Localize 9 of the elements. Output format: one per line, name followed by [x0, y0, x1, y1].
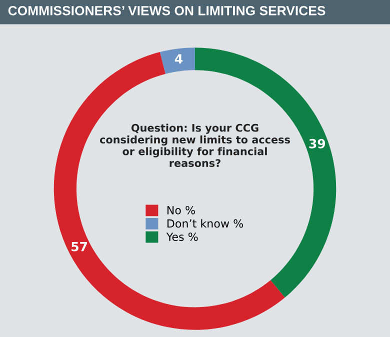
- legend-label: Yes %: [166, 232, 198, 241]
- legend-label: No %: [167, 206, 195, 214]
- text: Question: Is your CCG considering new limits to access or eligibility for financial reasons?: [100, 124, 290, 168]
- donut-slice: [160, 48, 195, 74]
- legend-label: Don’t know %: [167, 219, 244, 228]
- chart-title: COMMISSIONERS’ VIEWS ON LIMITING SERVICES: [8, 6, 326, 16]
- data-label: 4: [174, 54, 182, 64]
- data-label: 39: [309, 138, 326, 148]
- data-label: 57: [72, 242, 88, 252]
